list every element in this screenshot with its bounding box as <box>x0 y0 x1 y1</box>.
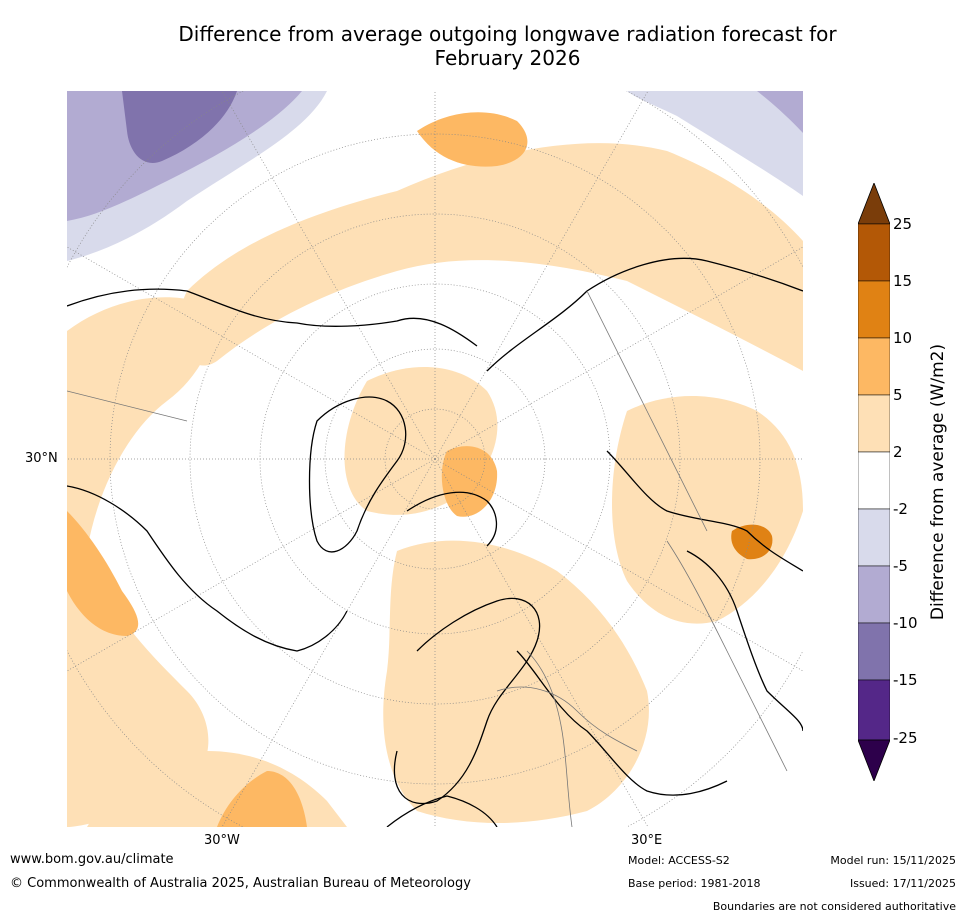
base-period-text: Base period: 1981-2018 <box>628 877 761 890</box>
colorbar-swatch-m10-m5 <box>858 565 890 624</box>
lon-label-30e-text: 30°E <box>631 833 663 848</box>
colorbar-tick-10: 10 <box>893 329 913 347</box>
colorbar <box>858 183 890 781</box>
anomaly-region-pos-mid-w <box>67 511 139 636</box>
colorbar-title: Difference from average (W/m2) <box>928 343 948 621</box>
model-run-text: Model run: 15/11/2025 <box>830 854 956 867</box>
colorbar-tick-m15: -15 <box>893 671 918 689</box>
anomaly-region-neg-mid-ne <box>757 91 803 133</box>
anomaly-region-pos-light-europe <box>383 540 649 823</box>
colorbar-swatch-10-15 <box>858 280 890 339</box>
colorbar-tick-5: 5 <box>893 386 903 404</box>
colorbar-swatch-m15-m10 <box>858 622 890 681</box>
map-svg <box>67 91 803 827</box>
copyright-text: © Commonwealth of Australia 2025, Austra… <box>10 876 471 891</box>
lon-label-30w: 30°W <box>204 833 240 848</box>
colorbar-tick-m2: -2 <box>893 500 908 518</box>
colorbar-tick-15: 15 <box>893 272 913 290</box>
anomaly-region-neg-mid-nw <box>67 91 302 221</box>
title-line-1: Difference from average outgoing longwav… <box>178 22 837 46</box>
anomaly-region-pos-light-n <box>178 143 803 371</box>
colorbar-tick-m5: -5 <box>893 557 908 575</box>
anomaly-region-pos-mid-n <box>417 112 528 167</box>
colorbar-swatch-15-25 <box>858 223 890 282</box>
colorbar-tick-2: 2 <box>893 443 903 461</box>
colorbar-tick-m25: -25 <box>893 729 918 747</box>
anomaly-region-neg-strong-nw <box>122 91 237 163</box>
colorbar-swatch-neutral <box>858 451 890 510</box>
lat-label-30n: 30°N <box>25 451 58 466</box>
colorbar-extend-top <box>858 183 890 225</box>
lon-label-30e: 30°E <box>631 833 662 848</box>
anomaly-region-pos-light-w <box>67 297 212 827</box>
colorbar-tick-25: 25 <box>893 215 913 233</box>
anomaly-region-pos-mid-sw <box>217 771 307 827</box>
colorbar-swatch-5-10 <box>858 337 890 396</box>
lon-label-30w-text: 30°W <box>204 833 240 848</box>
colorbar-extend-bottom <box>858 739 890 781</box>
coastlines <box>67 257 803 827</box>
colorbar-swatch-m5-m2 <box>858 508 890 567</box>
colorbar-tick-m10: -10 <box>893 614 918 632</box>
issued-text: Issued: 17/11/2025 <box>849 877 956 890</box>
chart-title: Difference from average outgoing longwav… <box>60 22 955 70</box>
model-text: Model: ACCESS-S2 <box>628 854 730 867</box>
graticule <box>67 91 803 827</box>
disclaimer-text: Boundaries are not considered authoritat… <box>712 900 956 913</box>
colorbar-swatch-m25-m15 <box>858 679 890 741</box>
title-line-2: February 2026 <box>434 46 581 70</box>
website-link[interactable]: www.bom.gov.au/climate <box>10 852 174 867</box>
country-boundaries <box>67 290 788 827</box>
colorbar-swatch-2-5 <box>858 394 890 453</box>
polar-stereographic-map <box>67 91 803 827</box>
anomaly-region-neg-light-ne <box>627 91 803 196</box>
anomaly-region-pos-mid-e <box>731 524 773 560</box>
anomaly-region-pos-light-e <box>612 396 803 624</box>
